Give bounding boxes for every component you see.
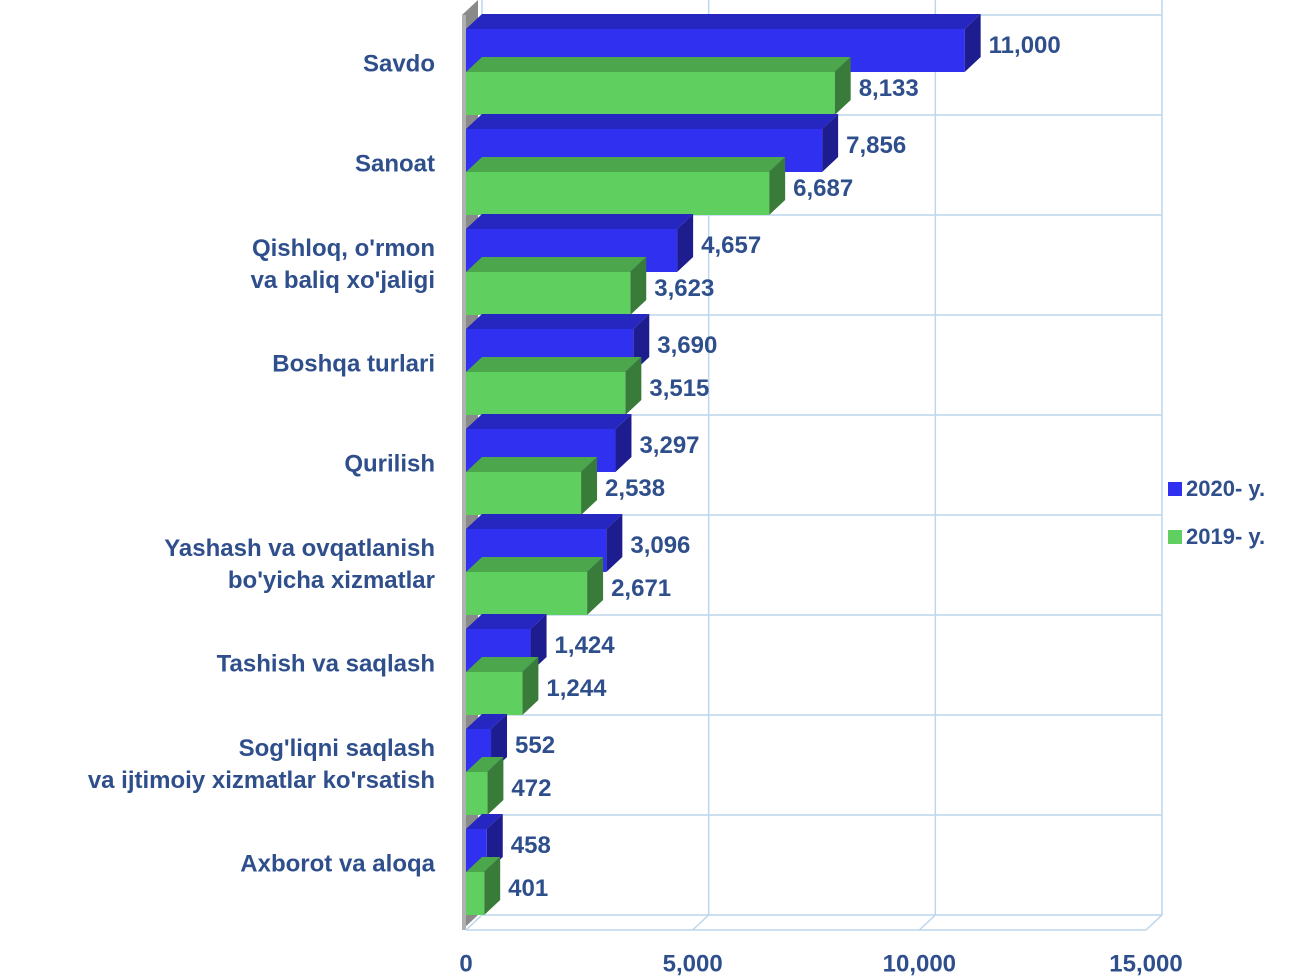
bar-side: [625, 357, 642, 415]
x-tick-label: 0: [459, 950, 472, 976]
value-label: 3,297: [639, 432, 699, 459]
bar-group: [466, 57, 851, 115]
bar-side: [581, 457, 598, 515]
bar-side: [822, 114, 839, 172]
y-tick-label: Sog'liqni saqlash va ijtimoiy xizmatlar k…: [88, 735, 435, 794]
value-label: 401: [508, 875, 548, 902]
y-tick-label: Savdo: [363, 50, 435, 77]
bar-top: [466, 757, 504, 772]
bar-side: [630, 257, 647, 315]
legend-swatch: [1168, 482, 1182, 496]
bar-group: [466, 657, 539, 715]
bar-top: [466, 457, 598, 472]
value-label: 552: [515, 732, 555, 759]
value-label: 2,671: [611, 575, 671, 602]
bar: [466, 272, 631, 315]
value-label: 3,096: [630, 532, 690, 559]
bar-group: [466, 757, 504, 815]
bar-top: [466, 714, 508, 729]
bar-group: [466, 157, 786, 215]
bar-top: [466, 257, 647, 272]
bar-side: [964, 14, 981, 72]
bar-side: [484, 857, 501, 915]
bar-top: [466, 214, 694, 229]
legend-label: 2019- y.: [1186, 524, 1265, 549]
value-label: 3,623: [654, 275, 714, 302]
value-label: 6,687: [793, 175, 853, 202]
value-label: 7,856: [846, 132, 906, 159]
bar-top: [466, 514, 623, 529]
floor-line: [1145, 914, 1163, 931]
bar: [466, 172, 770, 215]
y-tick-label: Boshqa turlari: [272, 350, 435, 377]
value-label: 3,515: [649, 375, 709, 402]
bar: [466, 872, 485, 915]
bar-group: [466, 557, 604, 615]
value-label: 2,538: [605, 475, 665, 502]
floor-line: [465, 914, 483, 931]
value-label: 3,690: [657, 332, 717, 359]
bar-side: [606, 514, 623, 572]
bar-top: [466, 114, 839, 129]
bar-top: [466, 614, 547, 629]
bar-top: [466, 14, 981, 29]
bar-top: [466, 557, 604, 572]
legend-swatch: [1168, 530, 1182, 544]
bar-top: [466, 814, 503, 829]
value-label: 1,244: [546, 675, 607, 702]
bar-side: [487, 757, 504, 815]
bar: [466, 72, 835, 115]
value-label: 11,000: [989, 32, 1061, 59]
bar: [466, 472, 582, 515]
y-tick-label: Sanoat: [355, 150, 435, 177]
bar-top: [466, 657, 539, 672]
y-tick-label: Qurilish: [344, 450, 435, 477]
bar-side: [615, 414, 632, 472]
bar: [466, 672, 523, 715]
bar-side: [587, 557, 604, 615]
bar-top: [466, 857, 501, 872]
bar-group: [466, 257, 647, 315]
bar-top: [466, 57, 851, 72]
bar-group: [466, 357, 642, 415]
floor-line: [692, 914, 710, 931]
bar: [466, 572, 588, 615]
bar: [466, 772, 488, 815]
legend-label: 2020- y.: [1186, 476, 1265, 501]
value-label: 4,657: [701, 232, 761, 259]
x-tick-label: 5,000: [663, 950, 723, 976]
bar-group: [466, 457, 598, 515]
bar: [466, 372, 626, 415]
bar-side: [769, 157, 786, 215]
axis-wall-face: [462, 15, 466, 930]
bar-side: [677, 214, 694, 272]
x-tick-label: 10,000: [883, 950, 956, 976]
y-tick-label: Axborot va aloqa: [240, 850, 435, 877]
x-tick-label: 15,000: [1109, 950, 1182, 976]
bar-group: [466, 857, 501, 915]
bar-top: [466, 314, 650, 329]
bar-side: [522, 657, 539, 715]
floor-line: [918, 914, 936, 931]
bar-top: [466, 357, 642, 372]
value-label: 458: [511, 832, 551, 859]
y-tick-label: Tashish va saqlash: [217, 650, 435, 677]
y-tick-label: Qishloq, o'rmon va baliq xo'jaligi: [251, 235, 435, 294]
value-label: 472: [511, 775, 551, 802]
bar-top: [466, 414, 632, 429]
value-label: 8,133: [859, 75, 919, 102]
bar-side: [834, 57, 851, 115]
value-label: 1,424: [555, 632, 616, 659]
y-tick-label: Yashash va ovqatlanish bo'yicha xizmatlar: [164, 535, 435, 594]
bar-top: [466, 157, 786, 172]
